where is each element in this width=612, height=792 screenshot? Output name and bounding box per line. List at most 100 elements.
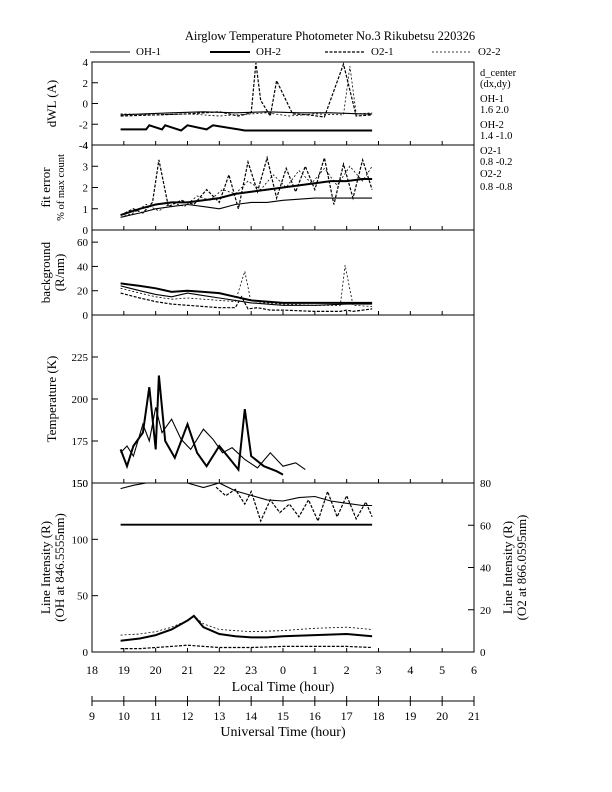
ut-tick-label: 11 — [150, 709, 162, 723]
ytick-label-fit: 1 — [83, 204, 89, 216]
ylabel-background: background — [38, 241, 53, 303]
intensity-series-o2-1 — [120, 644, 373, 650]
intensity-series-oh-1 — [120, 482, 373, 507]
ylabel-right-intensity: Line Intensity (R) — [500, 521, 515, 614]
panel-fit: 4 3 2 1 0 fit error% of max count — [38, 140, 475, 237]
ylabel-intensity: (OH at 846.5555nm) — [52, 513, 67, 622]
intensity-right-series-o2-1 — [215, 486, 373, 523]
legend-label-oh-2: OH-2 — [256, 46, 281, 58]
ut-tick-label: 18 — [373, 709, 385, 723]
ylabel-temperature: Temperature (K) — [44, 356, 59, 443]
ytick-label-background: 0 — [83, 310, 89, 322]
local-time-tick-label: 19 — [118, 663, 130, 677]
universal-time-axis: 9 10 11 12 13 14 15 16 17 18 19 20 21 Universal Time … — [89, 696, 480, 740]
fit-series-o2-2 — [120, 165, 373, 218]
legend-label-o2-2: O2-2 — [478, 46, 501, 58]
ytick-right-label-intensity: 40 — [480, 563, 492, 575]
ytick-label-background: 40 — [77, 261, 89, 273]
legend: OH-1 OH-2 O2-1 O2-2 — [90, 46, 501, 58]
fit-series-o2-1 — [120, 155, 373, 216]
ytick-label-fit: 4 — [83, 140, 89, 152]
side-note: (dx,dy) — [480, 79, 511, 90]
local-time-tick-label: 3 — [376, 663, 382, 677]
legend-label-oh-1: OH-1 — [136, 46, 161, 58]
ut-tick-label: 13 — [213, 709, 225, 723]
ut-tick-label: 15 — [277, 709, 289, 723]
ut-tick-label: 21 — [468, 709, 480, 723]
ytick-label-temperature: 200 — [72, 394, 89, 406]
panel-frame-intensity — [91, 482, 475, 653]
ytick-right-label-intensity: 60 — [480, 520, 492, 532]
ytick-label-dwl: -4 — [79, 140, 89, 152]
ylabel-background: (R/nm) — [52, 254, 67, 292]
ut-tick-label: 20 — [436, 709, 448, 723]
ylabel-fit: fit error — [38, 167, 53, 208]
local-time-tick-label: 5 — [439, 663, 445, 677]
local-time-tick-label: 2 — [344, 663, 350, 677]
ytick-label-fit: 0 — [83, 225, 89, 237]
ytick-label-dwl: -2 — [79, 119, 88, 131]
local-time-tick-label: 0 — [280, 663, 286, 677]
ut-tick-label: 12 — [182, 709, 194, 723]
fit-series-oh-1 — [120, 197, 373, 218]
dwl-series-oh-2 — [120, 124, 373, 132]
ytick-label-background: 60 — [77, 237, 89, 249]
ytick-label-temperature: 175 — [72, 436, 89, 448]
ytick-label-background: 20 — [77, 286, 89, 298]
ut-tick-label: 9 — [89, 709, 95, 723]
ytick-label-intensity: 100 — [72, 534, 89, 546]
local-time-tick-label: 21 — [182, 663, 194, 677]
ytick-label-intensity: 50 — [77, 591, 89, 603]
background-series-oh-2 — [120, 282, 373, 304]
local-time-tick-label: 6 — [471, 663, 477, 677]
ytick-label-fit: 3 — [83, 161, 89, 173]
side-note: 0.8 -0.2 — [480, 157, 512, 168]
ut-tick-label: 19 — [404, 709, 416, 723]
panel-frame-temperature — [91, 314, 475, 484]
local-time-tick-label: 1 — [312, 663, 318, 677]
side-note: 1.4 -1.0 — [480, 131, 512, 142]
side-note: O2-2 — [480, 169, 502, 180]
fit-series-oh-2 — [120, 178, 373, 217]
local-time-axis-label: Local Time (hour) — [232, 680, 335, 695]
ut-tick-label: 14 — [245, 709, 257, 723]
local-time-tick-label: 23 — [245, 663, 257, 677]
ytick-label-fit: 2 — [83, 183, 89, 195]
temperature-series-oh-1 — [120, 407, 306, 471]
background-series-oh-1 — [120, 285, 373, 306]
side-note: O2-1 — [480, 146, 502, 157]
ytick-label-dwl: 2 — [83, 78, 89, 90]
legend-label-o2-1: O2-1 — [371, 46, 394, 58]
ytick-right-label-intensity: 0 — [480, 647, 486, 659]
ytick-right-label-intensity: 80 — [480, 478, 492, 490]
ylabel-right-intensity: (O2 at 866.0595nm) — [514, 515, 529, 621]
local-time-tick-label: 18 — [86, 663, 98, 677]
dwl-series-o2-1 — [120, 62, 373, 118]
side-note: OH-2 — [480, 120, 504, 131]
ytick-label-temperature: 150 — [72, 478, 89, 490]
local-time-tick-label: 20 — [150, 663, 162, 677]
temperature-series-oh-2 — [119, 375, 284, 476]
side-note: 1.6 2.0 — [480, 105, 509, 116]
ut-tick-label: 16 — [309, 709, 321, 723]
intensity-series-o2-2 — [120, 615, 373, 636]
dwl-series-o2-2 — [120, 66, 373, 117]
ytick-right-label-intensity: 20 — [480, 605, 492, 617]
local-time-tick-label: 22 — [213, 663, 225, 677]
ylabel-dwl: dWL (A) — [44, 80, 59, 128]
panel-dwl: 4 2 0 -2 -4 dWL (A) — [44, 57, 475, 152]
side-notes: d_center(dx,dy) OH-11.6 2.0 OH-21.4 -1.0 O2… — [480, 68, 517, 193]
ytick-label-dwl: 4 — [83, 57, 89, 69]
intensity-series-oh-2 — [120, 614, 373, 642]
ytick-label-intensity: 0 — [83, 647, 89, 659]
ylabel-intensity: Line Intensity (R) — [38, 521, 53, 614]
ut-axis-label: Universal Time (hour) — [220, 725, 346, 740]
panel-frame-dwl — [91, 61, 475, 146]
ytick-label-dwl: 0 — [83, 99, 89, 111]
ut-tick-label: 10 — [118, 709, 130, 723]
local-time-tick-label: 4 — [407, 663, 413, 677]
